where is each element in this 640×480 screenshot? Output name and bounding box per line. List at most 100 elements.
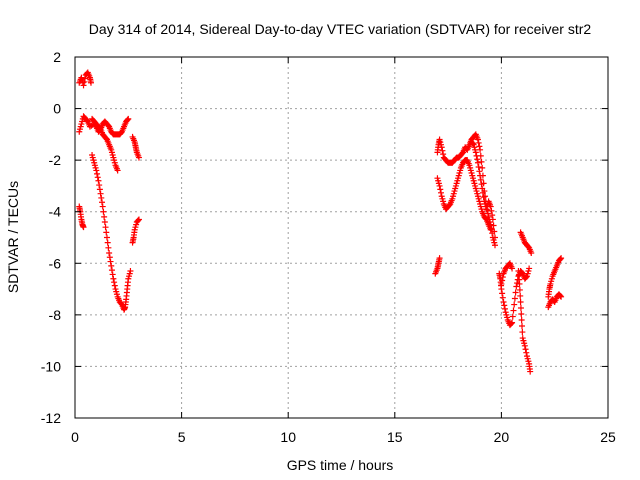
data-point-marker: [103, 234, 110, 241]
data-points: [76, 69, 565, 375]
data-point-marker: [474, 159, 481, 166]
data-point-marker: [95, 177, 102, 184]
x-tick-label: 25: [600, 429, 616, 445]
data-point-marker: [101, 213, 108, 220]
grid-lines: [75, 57, 608, 418]
data-point-marker: [81, 75, 88, 82]
data-point-marker: [100, 208, 107, 215]
data-point-marker: [436, 255, 443, 262]
y-tick-label: -8: [49, 307, 62, 323]
data-point-marker: [477, 172, 484, 179]
y-tick-label: -10: [41, 358, 61, 374]
data-point-marker: [109, 271, 116, 278]
data-point-marker: [511, 295, 518, 302]
series-str2-track-i: [434, 131, 499, 249]
data-point-marker: [106, 254, 113, 261]
data-point-marker: [492, 234, 499, 241]
data-point-marker: [491, 228, 498, 235]
data-point-marker: [438, 144, 445, 151]
data-point-marker: [80, 224, 87, 231]
data-point-marker: [510, 307, 517, 314]
data-point-marker: [508, 320, 515, 327]
data-point-marker: [489, 212, 496, 219]
data-point-marker: [476, 168, 483, 175]
data-point-marker: [509, 319, 516, 326]
data-point-marker: [437, 189, 444, 196]
data-point-marker: [488, 207, 495, 214]
data-point-marker: [498, 286, 505, 293]
data-point-marker: [499, 290, 506, 297]
data-point-marker: [93, 167, 100, 174]
data-point-marker: [472, 149, 479, 156]
x-tick-label: 0: [71, 429, 79, 445]
data-point-marker: [479, 164, 486, 171]
data-point-marker: [527, 368, 534, 375]
plot-frame: [74, 56, 609, 419]
data-point-marker: [105, 244, 112, 251]
data-point-marker: [511, 301, 518, 308]
data-point-marker: [108, 267, 115, 274]
data-point-marker: [135, 154, 142, 161]
chart-title: Day 314 of 2014, Sidereal Day-to-day VTE…: [89, 21, 592, 37]
data-point-marker: [487, 226, 494, 233]
data-point-marker: [490, 222, 497, 229]
data-point-marker: [475, 164, 482, 171]
series-str2-track-d: [76, 203, 87, 231]
data-point-marker: [516, 280, 523, 287]
series-str2-track-a: [76, 69, 94, 89]
y-tick-label: -4: [49, 204, 62, 220]
data-point-marker: [97, 190, 104, 197]
data-point-marker: [135, 216, 142, 223]
data-point-marker: [475, 139, 482, 146]
data-point-marker: [526, 265, 533, 272]
y-tick-label: -12: [41, 410, 61, 426]
data-point-marker: [436, 182, 443, 189]
x-tick-label: 15: [387, 429, 403, 445]
data-point-marker: [509, 313, 516, 320]
data-point-marker: [125, 115, 132, 122]
series-str2-track-j: [434, 157, 494, 233]
data-point-marker: [517, 292, 524, 299]
data-point-marker: [557, 292, 564, 299]
series-str2-track-f: [129, 216, 142, 246]
data-point-marker: [513, 283, 520, 290]
y-tick-label: -6: [49, 255, 62, 271]
data-point-marker: [111, 282, 118, 289]
x-tick-label: 10: [280, 429, 296, 445]
data-point-marker: [512, 289, 519, 296]
series-str2-track-p: [545, 255, 565, 300]
data-point-marker: [108, 262, 115, 269]
axis-ticks: 0 5 10 15 20 25 -12 -10 -8 -6 -4 -2 0 2: [41, 49, 616, 445]
data-point-marker: [104, 239, 111, 246]
data-point-marker: [94, 170, 101, 177]
data-point-marker: [98, 194, 105, 201]
data-point-marker: [478, 158, 485, 165]
series-str2-track-n: [515, 268, 534, 375]
data-point-marker: [96, 182, 103, 189]
data-point-marker: [476, 143, 483, 150]
data-point-marker: [102, 224, 109, 231]
data-point-marker: [87, 79, 94, 86]
data-point-marker: [523, 349, 530, 356]
data-point-marker: [499, 294, 506, 301]
y-axis-label: SDTVAR / TECUs: [5, 181, 21, 293]
data-point-marker: [107, 258, 114, 265]
data-point-marker: [518, 317, 525, 324]
data-point-marker: [521, 342, 528, 349]
data-point-marker: [469, 140, 476, 147]
data-point-marker: [487, 203, 494, 210]
y-tick-label: 2: [53, 49, 61, 65]
series-str2-track-q: [545, 291, 565, 311]
data-point-marker: [500, 298, 507, 305]
data-point-marker: [114, 167, 121, 174]
data-point-marker: [135, 217, 142, 224]
data-point-marker: [474, 136, 481, 143]
data-point-marker: [99, 199, 106, 206]
x-tick-label: 20: [494, 429, 510, 445]
data-point-marker: [101, 219, 108, 226]
data-point-marker: [517, 304, 524, 311]
data-point-marker: [477, 176, 484, 183]
data-point-marker: [96, 186, 103, 193]
data-point-marker: [80, 82, 87, 89]
